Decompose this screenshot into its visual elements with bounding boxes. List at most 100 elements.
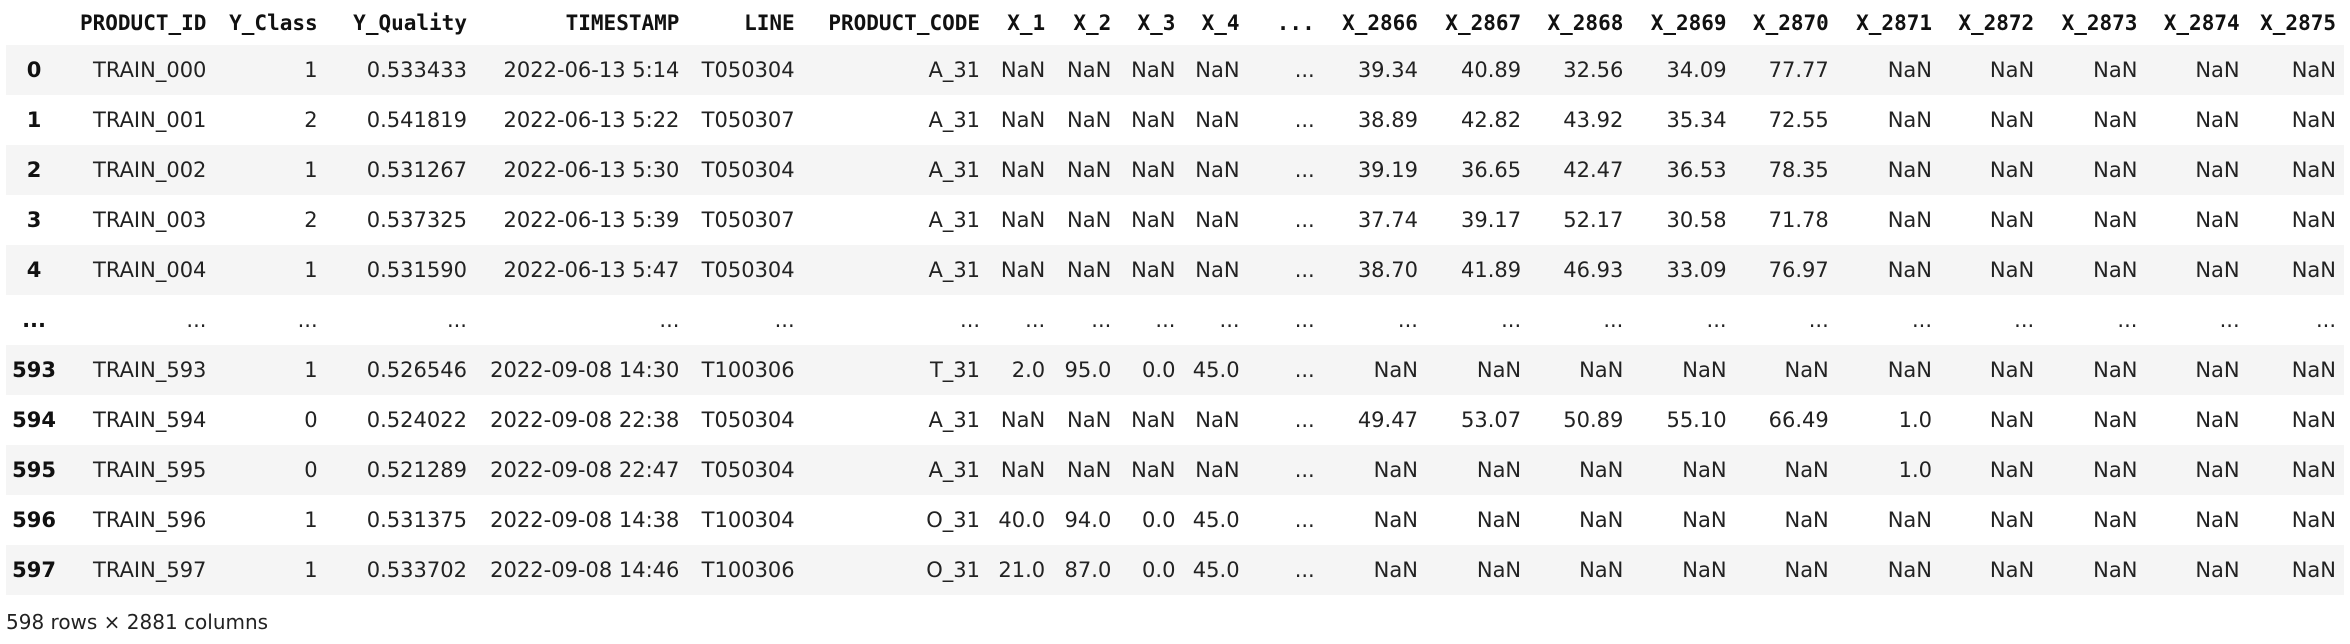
table-cell: NaN [2291,508,2336,532]
table-cell: NaN [2291,208,2336,232]
column-header: X_2874 [2163,10,2240,35]
table-cell: NaN [1131,208,1176,232]
table-cell: NaN [2195,58,2240,82]
table-cell: ... [1294,308,1315,332]
table-cell: NaN [1131,158,1176,182]
table-cell: NaN [2291,108,2336,132]
row-index: 2 [26,158,42,182]
table-cell: 76.97 [1768,258,1829,282]
table-cell: 95.0 [1064,358,1112,382]
table-cell: A_31 [928,408,981,432]
table-cell: NaN [1131,408,1176,432]
table-cell: NaN [1989,58,2035,82]
column-header: X_2872 [1958,10,2035,35]
table-cell: NaN [1476,558,1522,582]
table-cell: NaN [1887,508,1932,532]
row-index: ... [22,308,47,332]
table-cell: ... [446,308,467,332]
table-cell: 77.77 [1768,58,1829,82]
table-cell: ... [1294,458,1315,482]
table-cell: 1.0 [1898,408,1932,432]
column-header: TIMESTAMP [565,10,680,35]
table-cell: ... [1294,58,1315,82]
table-cell: ... [2219,308,2240,332]
table-cell: ... [1294,558,1315,582]
column-header: Y_Quality [353,10,467,35]
column-header: PRODUCT_ID [79,10,207,35]
table-cell: ... [1294,208,1315,232]
table-cell: 0.0 [1142,358,1176,382]
table-cell: NaN [1887,158,1932,182]
table-cell: NaN [1373,508,1418,532]
table-cell: TRAIN_594 [93,408,207,432]
table-cell: NaN [1195,108,1240,132]
table-cell: NaN [1989,508,2035,532]
table-cell: 0.537325 [366,208,467,232]
column-header: X_3 [1137,10,1176,35]
table-cell: ... [1911,308,1932,332]
table-cell: 2022-09-08 14:30 [490,358,680,382]
table-cell: T050304 [701,58,795,82]
table-cell: 1 [304,358,318,382]
table-cell: 45.0 [1192,508,1240,532]
table-cell: ... [1155,308,1176,332]
table-cell: 2022-09-08 22:38 [490,408,680,432]
table-cell: 0.533433 [366,58,467,82]
table-cell: TRAIN_004 [93,258,207,282]
dataframe-table: PRODUCT_ID Y_Class Y_Quality TIMESTAMP LINE P… [6,0,2344,595]
column-header: X_2866 [1342,10,1418,35]
table-body: 0 TRAIN_000 1 0.533433 2022-06-13 5:14 T05030… [6,45,2344,595]
table-cell: 71.78 [1768,208,1829,232]
table-cell: NaN [2093,108,2138,132]
table-cell: 52.17 [1563,208,1624,232]
table-cell: NaN [2093,558,2138,582]
table-cell: NaN [2093,408,2138,432]
table-cell: NaN [1195,208,1240,232]
table-cell: NaN [1131,58,1176,82]
table-cell: NaN [1131,458,1176,482]
row-index: 3 [26,208,42,232]
table-cell: 35.34 [1666,108,1727,132]
table-cell: NaN [1195,158,1240,182]
table-cell: 0.541819 [366,108,467,132]
table-cell: 21.0 [998,558,1046,582]
column-header: X_2869 [1650,10,1727,35]
table-cell: ... [1025,308,1046,332]
table-cell: 42.47 [1563,158,1624,182]
table-cell: 2.0 [1011,358,1046,382]
table-cell: NaN [1989,208,2035,232]
table-cell: NaN [1989,108,2035,132]
table-row: ........................................… [6,295,2344,345]
table-cell: NaN [1784,458,1829,482]
table-cell: ... [186,308,207,332]
table-cell: T100306 [701,558,795,582]
table-cell: ... [659,308,680,332]
table-cell: 30.58 [1666,208,1727,232]
table-cell: NaN [1000,258,1046,282]
table-row: 596 TRAIN_596 1 0.531375 2022-09-08 14:38 T10… [6,495,2344,545]
table-cell: ... [2014,308,2035,332]
table-row: 3 TRAIN_003 2 0.537325 2022-06-13 5:39 T05030… [6,195,2344,245]
table-cell: 78.35 [1768,158,1829,182]
column-header: X_2867 [1445,10,1522,35]
table-cell: ... [1294,158,1315,182]
column-header: Y_Class [229,10,318,35]
table-cell: NaN [1989,358,2035,382]
table-header: PRODUCT_ID Y_Class Y_Quality TIMESTAMP LINE P… [6,0,2344,45]
table-cell: 2022-06-13 5:47 [503,258,680,282]
table-cell: 41.89 [1461,258,1522,282]
table-cell: NaN [1989,558,2035,582]
table-cell: TRAIN_003 [93,208,207,232]
table-cell: A_31 [928,158,981,182]
table-cell: NaN [1000,458,1046,482]
table-cell: 2022-09-08 14:46 [490,558,680,582]
table-row: 2 TRAIN_002 1 0.531267 2022-06-13 5:30 T05030… [6,145,2344,195]
table-cell: NaN [1373,458,1418,482]
table-cell: 34.09 [1666,58,1727,82]
row-index: 597 [12,558,56,582]
table-cell: NaN [1784,558,1829,582]
column-header: X_2870 [1752,10,1829,35]
table-cell: O_31 [926,558,981,582]
table-cell: TRAIN_593 [93,358,207,382]
table-cell: NaN [2291,408,2336,432]
